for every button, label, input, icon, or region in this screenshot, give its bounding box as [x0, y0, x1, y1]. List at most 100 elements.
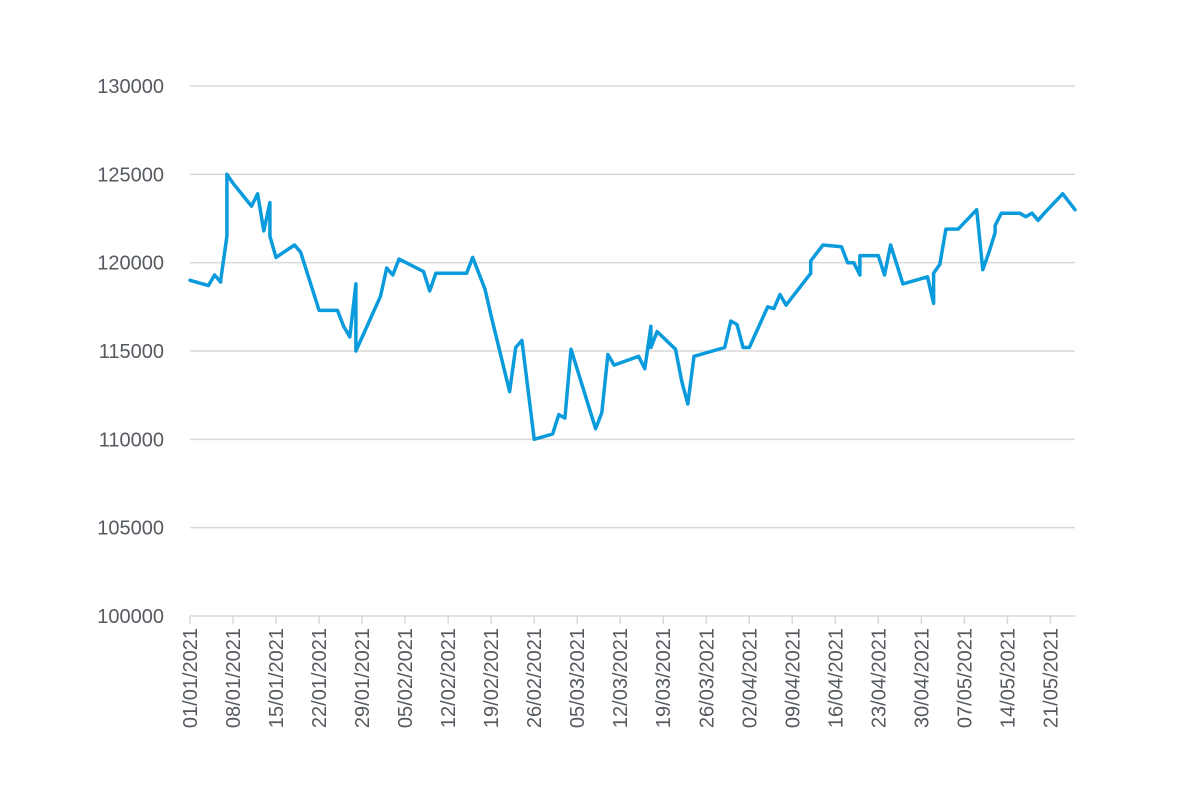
x-tick-label: 12/03/2021: [610, 628, 632, 728]
x-tick-label: 12/02/2021: [438, 628, 460, 728]
data-point: [490, 314, 492, 317]
data-point: [207, 284, 210, 287]
data-point: [349, 336, 351, 338]
data-point: [779, 293, 781, 296]
data-point: [1018, 212, 1021, 214]
data-point: [570, 348, 572, 351]
data-point: [680, 380, 683, 382]
data-point: [650, 346, 652, 349]
data-point: [521, 339, 523, 342]
data-point: [226, 191, 228, 193]
data-point: [994, 231, 996, 234]
data-point: [932, 302, 935, 305]
data-point: [859, 254, 861, 257]
data-point: [736, 323, 738, 326]
y-tick-label: 100000: [97, 606, 164, 628]
data-point: [355, 350, 357, 352]
x-tick-label: 19/02/2021: [481, 628, 503, 728]
data-point: [189, 279, 191, 282]
data-point: [840, 246, 843, 248]
y-tick-label: 105000: [97, 518, 164, 540]
data-point: [748, 346, 751, 349]
data-point: [533, 438, 535, 441]
data-point: [1000, 212, 1003, 214]
data-point: [342, 325, 345, 328]
data-point: [785, 304, 787, 306]
data-point: [613, 364, 615, 366]
data-point: [484, 288, 486, 291]
data-point: [902, 283, 904, 285]
data-point: [594, 427, 597, 430]
x-tick-label: 16/04/2021: [825, 628, 847, 728]
data-point: [945, 228, 947, 230]
data-point: [293, 244, 296, 246]
y-tick-label: 120000: [97, 253, 164, 275]
y-tick-label: 125000: [97, 164, 164, 186]
data-point: [269, 201, 271, 204]
data-point: [809, 260, 812, 262]
x-tick-label: 21/05/2021: [1040, 628, 1062, 728]
data-point: [250, 205, 253, 207]
data-point: [385, 267, 388, 269]
data-point: [853, 261, 855, 264]
data-point: [1037, 219, 1039, 222]
x-tick-label: 22/01/2021: [309, 628, 331, 728]
data-point: [932, 272, 935, 275]
data-point: [263, 230, 265, 232]
data-point: [687, 403, 689, 405]
data-point: [564, 417, 566, 419]
data-point: [471, 256, 474, 259]
data-point: [1043, 212, 1046, 214]
y-axis-ticks: 100000 105000 110000 115000 120000 125000 1300…: [97, 76, 164, 628]
data-point: [1031, 212, 1033, 214]
x-tick-label: 05/03/2021: [567, 628, 589, 728]
data-point: [392, 274, 394, 276]
data-point: [742, 346, 744, 349]
data-point: [822, 244, 824, 246]
data-point: [551, 433, 554, 435]
data-point: [982, 268, 984, 271]
data-point: [398, 258, 400, 260]
gridlines: [190, 85, 1075, 617]
data-point: [601, 412, 603, 414]
data-point: [859, 274, 861, 276]
data-point: [379, 295, 382, 298]
data-point: [773, 307, 775, 310]
x-tick-label: 15/01/2021: [266, 628, 288, 728]
x-tick-label: 26/02/2021: [524, 628, 546, 728]
data-point: [1074, 208, 1076, 211]
data-point: [809, 272, 812, 275]
data-point: [889, 244, 892, 246]
data-point: [256, 193, 259, 195]
data-point: [435, 272, 437, 275]
x-tick-label: 02/04/2021: [739, 628, 761, 728]
data-point: [232, 182, 234, 184]
data-point: [355, 283, 357, 285]
x-tick-label: 26/03/2021: [696, 628, 718, 728]
data-point: [650, 325, 652, 328]
x-tick-label: 09/04/2021: [782, 628, 804, 728]
x-tick-label: 23/04/2021: [868, 628, 890, 728]
data-point: [508, 390, 511, 393]
series: [188, 172, 1077, 442]
data-point: [428, 290, 431, 292]
data-point: [275, 256, 277, 259]
data-point: [926, 276, 929, 278]
data-point: [219, 279, 222, 282]
data-point: [877, 254, 880, 257]
x-tick-label: 08/01/2021: [223, 628, 245, 728]
data-point: [730, 320, 732, 322]
x-tick-label: 14/05/2021: [997, 628, 1019, 728]
data-point: [693, 355, 695, 358]
data-point: [299, 251, 302, 253]
data-point: [656, 330, 658, 333]
data-point: [226, 173, 228, 176]
data-point: [723, 346, 726, 349]
y-tick-label: 110000: [99, 429, 164, 451]
data-point: [883, 274, 886, 276]
x-tick-label: 19/03/2021: [653, 628, 675, 728]
data-point: [1061, 193, 1064, 195]
data-point: [213, 274, 216, 276]
data-point: [422, 270, 425, 273]
